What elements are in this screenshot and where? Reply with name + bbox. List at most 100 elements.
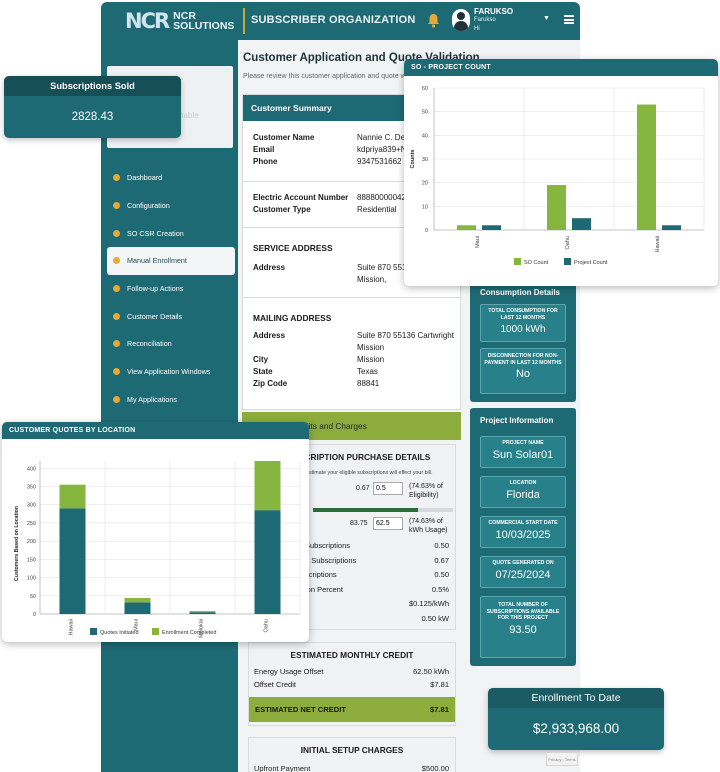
upfront-payment-value: $500.00 xyxy=(421,764,449,772)
total-consumption-tile: TOTAL CONSUMPTION FOR LAST 12 MONTHS 100… xyxy=(480,304,566,342)
legend-swatch xyxy=(90,628,97,635)
bar-enrollment-completed xyxy=(124,597,151,603)
x-tick-label: Molokai xyxy=(199,619,205,638)
monthly-credit-card: ESTIMATED MONTHLY CREDIT Energy Usage Of… xyxy=(248,642,456,726)
y-tick-label: 250 xyxy=(27,521,36,527)
customer-quotes-svg: 0 50 100 150 200 250 300 350 400 Customers Based … xyxy=(14,461,301,638)
y-tick-label: 300 xyxy=(27,503,36,509)
logo[interactable]: NCR NCR SOLUTIONS xyxy=(125,9,234,33)
energy-offset-value: 62.50 kWh xyxy=(413,667,449,676)
sidebar-item-label: Follow-up Actions xyxy=(127,284,184,294)
page-subtitle: Please review this customer application … xyxy=(243,73,406,80)
kwh-input[interactable] xyxy=(373,517,403,530)
user-name: FARUKSO xyxy=(474,7,514,16)
nav-icon xyxy=(113,285,120,293)
enrollment-label: Enrollment To Date xyxy=(488,688,664,708)
nav-icon xyxy=(113,368,120,376)
purchase-row-label: ion Percent xyxy=(305,584,343,594)
sidebar-item-label: Manual Enrollment xyxy=(127,256,187,266)
subscriptions-sold-value: 2828.43 xyxy=(71,111,114,123)
user-role: Farukso xyxy=(474,17,496,23)
mailing-zip: 88841 xyxy=(357,379,380,388)
avatar[interactable] xyxy=(452,9,470,31)
mailing-address-title: MAILING ADDRESS xyxy=(253,313,332,323)
legend-label: Enrollment Completed xyxy=(162,630,216,636)
bell-icon[interactable] xyxy=(427,13,440,28)
user-greeting: Hi xyxy=(474,26,480,32)
enrollment-to-date-widget: Enrollment To Date $2,933,968.00 xyxy=(488,688,664,750)
sidebar-item-label: Dashboard xyxy=(127,173,163,183)
y-tick-label: 100 xyxy=(27,576,36,582)
y-tick-label: 400 xyxy=(27,466,36,472)
customer-name: Nannie C. Dea xyxy=(357,133,410,142)
sidebar-item-follow-up-actions[interactable]: Follow-up Actions xyxy=(107,275,235,303)
subscriptions-sold-widget: Subscriptions Sold 2828.43 xyxy=(4,76,181,138)
sidebar-item-label: View Application Windows xyxy=(127,367,211,377)
bar-so-count xyxy=(637,104,656,230)
chevron-down-icon[interactable]: ▼ xyxy=(543,15,550,22)
bar-project-count xyxy=(662,225,681,230)
customer-email: kdpriya839+N xyxy=(357,145,407,154)
consumption-header: Consumption Details xyxy=(480,288,561,297)
allocation-progress-fill xyxy=(313,508,418,512)
mailing-state: Texas xyxy=(357,367,378,376)
hamburger-menu-icon[interactable] xyxy=(564,15,574,24)
legend-swatch xyxy=(564,258,571,265)
purchase-row-value: 0.50 kW xyxy=(421,613,449,623)
y-tick-label: 0 xyxy=(425,228,428,234)
nav-icon xyxy=(113,229,120,237)
recaptcha-badge[interactable]: Privacy - Terms xyxy=(546,752,578,766)
so-project-count-chart: SO - PROJECT COUNT 0 10 20 30 40 50 60 Counts Ma… xyxy=(404,59,718,286)
y-tick-label: 0 xyxy=(33,612,36,618)
chart-title: CUSTOMER QUOTES BY LOCATION xyxy=(2,422,309,439)
y-tick-label: 20 xyxy=(422,181,428,187)
sidebar-item-configuration[interactable]: Configuration xyxy=(107,192,235,220)
purchase-title: SCRIPTION PURCHASE DETAILS xyxy=(299,452,431,462)
consumption-details-panel: Consumption Details TOTAL CONSUMPTION FO… xyxy=(470,280,576,402)
purchase-row-value: $0.125/kWh xyxy=(408,599,449,608)
x-tick-label: Hawaii xyxy=(655,236,661,253)
subscriptions-sold-label: Subscriptions Sold xyxy=(4,76,181,96)
sidebar-item-label: My Applications xyxy=(127,394,177,404)
sidebar-item-manual-enrollment[interactable]: Manual Enrollment xyxy=(107,247,235,275)
logo-mark: NCR xyxy=(125,9,170,33)
net-credit-bar: ESTIMATED NET CREDIT $7.81 xyxy=(249,697,455,722)
purchase-row-value: 0.50 xyxy=(434,541,449,550)
customer-phone: 9347531662 xyxy=(357,157,402,166)
sidebar-item-dashboard[interactable]: Dashboard xyxy=(107,164,235,192)
y-tick-label: 60 xyxy=(422,86,428,92)
x-tick-label: Oahu xyxy=(264,619,270,632)
sidebar-item-label: SO CSR Creation xyxy=(127,228,184,238)
customer-type: Residential xyxy=(357,205,397,214)
sidebar-item-so-csr-creation[interactable]: SO CSR Creation xyxy=(107,219,235,247)
purchase-row-value: 0.67 xyxy=(434,555,449,565)
legend-swatch xyxy=(152,628,159,635)
y-axis-label: Customers Based on Location xyxy=(14,506,20,581)
bar-enrollment-completed xyxy=(189,611,216,613)
y-tick-label: 50 xyxy=(30,594,36,600)
nav-icon xyxy=(113,395,120,403)
sidebar-item-label: Reconciliation xyxy=(127,339,172,349)
project-header: Project Information xyxy=(480,416,554,425)
sidebar-item-label: Configuration xyxy=(127,201,170,211)
customer-quotes-chart: CUSTOMER QUOTES BY LOCATION 0 50 100 150 200… xyxy=(2,422,309,642)
offset-credit-value: $7.81 xyxy=(430,680,449,689)
mailing-address-line2: Mission xyxy=(357,343,385,352)
legend-swatch xyxy=(514,258,521,265)
sidebar-item-view-application-windows[interactable]: View Application Windows xyxy=(107,358,235,386)
bar-enrollment-completed xyxy=(254,461,281,511)
disconnection-tile: DISCONNECTION FOR NON-PAYMENT IN LAST 12… xyxy=(480,348,566,394)
bar-quotes-initiated xyxy=(189,612,216,614)
purchase-row-label: scriptions xyxy=(305,570,337,579)
sidebar-item-reconciliation[interactable]: Reconciliation xyxy=(107,330,235,358)
sidebar-item-my-applications[interactable]: My Applications xyxy=(107,386,235,414)
nav-icon xyxy=(113,174,120,182)
bar-so-count xyxy=(457,225,476,230)
purchase-row-value: 0.5% xyxy=(431,584,449,594)
sidebar-item-customer-details[interactable]: Customer Details xyxy=(107,302,235,330)
subscription-input[interactable] xyxy=(373,482,403,495)
location-tile: LOCATION Florida xyxy=(480,476,566,508)
bar-quotes-initiated xyxy=(124,602,151,614)
bar-enrollment-completed xyxy=(59,484,86,509)
y-tick-label: 200 xyxy=(27,539,36,545)
